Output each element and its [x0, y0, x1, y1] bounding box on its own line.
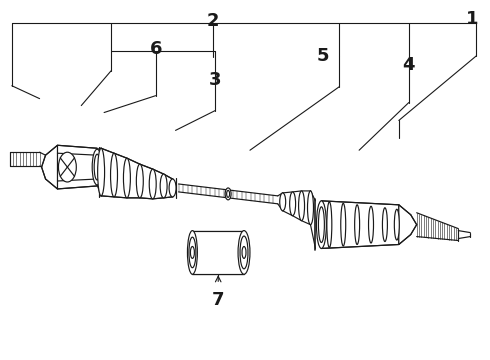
Ellipse shape: [238, 231, 250, 274]
Ellipse shape: [92, 149, 102, 185]
Ellipse shape: [149, 169, 156, 199]
Ellipse shape: [317, 201, 326, 248]
Ellipse shape: [111, 153, 118, 197]
Ellipse shape: [355, 205, 360, 244]
Ellipse shape: [368, 206, 373, 243]
Text: 5: 5: [317, 47, 329, 65]
Text: 4: 4: [402, 56, 415, 74]
Ellipse shape: [341, 203, 346, 246]
Ellipse shape: [188, 231, 197, 274]
Ellipse shape: [58, 152, 76, 182]
Ellipse shape: [280, 193, 286, 211]
Ellipse shape: [123, 158, 130, 198]
Ellipse shape: [308, 191, 314, 225]
Ellipse shape: [290, 192, 295, 216]
Ellipse shape: [225, 188, 231, 200]
Text: 7: 7: [212, 291, 224, 309]
Polygon shape: [42, 145, 57, 189]
Ellipse shape: [136, 164, 143, 198]
Polygon shape: [193, 231, 244, 274]
Text: 1: 1: [466, 10, 479, 28]
Ellipse shape: [298, 191, 305, 221]
Text: 3: 3: [209, 71, 221, 89]
Ellipse shape: [160, 174, 167, 198]
Text: 2: 2: [207, 12, 220, 30]
Ellipse shape: [394, 209, 399, 240]
Ellipse shape: [382, 208, 388, 242]
Ellipse shape: [327, 202, 332, 247]
Polygon shape: [399, 205, 416, 244]
Polygon shape: [321, 201, 399, 248]
Text: 6: 6: [149, 40, 162, 58]
Polygon shape: [57, 145, 97, 189]
Ellipse shape: [169, 179, 176, 197]
Ellipse shape: [98, 148, 104, 196]
